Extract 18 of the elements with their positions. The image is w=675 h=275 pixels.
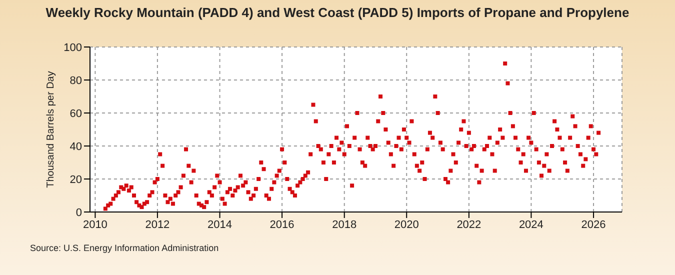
x-tick-label: 2012 bbox=[145, 218, 170, 231]
x-tick-label: 2022 bbox=[456, 218, 482, 231]
x-tick-label: 2026 bbox=[581, 218, 606, 231]
y-tick-label: 80 bbox=[70, 74, 82, 87]
x-tick-label: 2018 bbox=[332, 218, 357, 231]
x-tick-label: 2010 bbox=[82, 218, 108, 231]
y-tick-label: 0 bbox=[76, 206, 82, 219]
x-tick-label: 2024 bbox=[518, 218, 544, 231]
x-tick-label: 2014 bbox=[208, 218, 232, 231]
chart-title: Weekly Rocky Mountain (PADD 4) and West Coast (PADD 5) Imports of Propane and Propylene bbox=[44, 5, 630, 20]
y-axis-title: Thousand Barrels per Day bbox=[46, 71, 57, 188]
y-tick-label: 100 bbox=[64, 42, 82, 54]
y-tick-label: 20 bbox=[70, 174, 82, 186]
y-tick-label: 60 bbox=[70, 108, 82, 120]
x-tick-label: 2016 bbox=[270, 218, 294, 231]
y-tick-label: 40 bbox=[70, 140, 82, 153]
source-note: Source: U.S. Energy Information Administration bbox=[30, 243, 219, 253]
x-tick-label: 2020 bbox=[394, 218, 419, 231]
